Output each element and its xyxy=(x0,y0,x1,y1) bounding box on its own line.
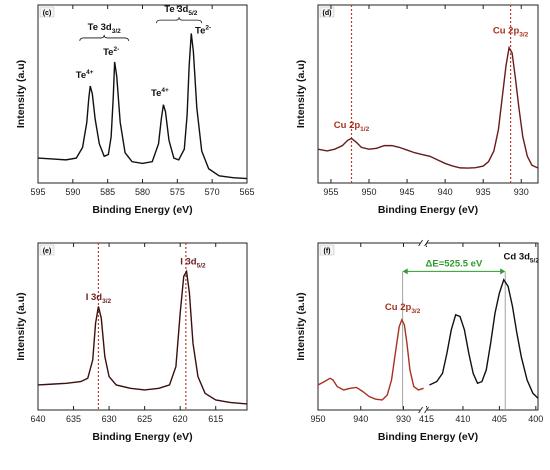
x-tick-label: 620 xyxy=(173,414,188,424)
arrow-head xyxy=(500,268,506,275)
annotation: I 3d5/2 xyxy=(180,257,206,270)
x-tick-label: 940 xyxy=(438,187,453,197)
x-tick-label: 565 xyxy=(239,187,254,197)
plot-frame xyxy=(317,242,539,411)
x-tick-label: 935 xyxy=(476,187,491,197)
arrow-head xyxy=(402,268,408,275)
x-tick-label: 930 xyxy=(396,414,411,424)
annotation: Te4+ xyxy=(76,69,94,81)
annotation-text: Te xyxy=(103,47,113,58)
panel-label-box xyxy=(319,6,335,18)
panel-label-box xyxy=(39,6,55,18)
plot-frame xyxy=(37,242,248,411)
annotation: Te 3d3/2 xyxy=(88,22,122,35)
annotation-text: Te 3d xyxy=(88,22,112,33)
annotation-text: Te 3d xyxy=(164,4,188,15)
x-tick-label: 930 xyxy=(514,187,529,197)
annotation-text: Cu 2p xyxy=(493,25,520,36)
x-axis-label: Binding Energy (eV) xyxy=(378,431,478,443)
plot-frame xyxy=(37,4,248,184)
annotation: I 3d3/2 xyxy=(86,292,112,305)
x-tick-label: 950 xyxy=(361,187,376,197)
annotation-sub: 1/2 xyxy=(360,126,369,133)
annotation: Te 3d5/2 xyxy=(164,4,198,17)
annotation: Te2- xyxy=(103,46,119,58)
annotation-text: Cu 2p xyxy=(334,120,361,131)
x-tick-label: 630 xyxy=(102,414,117,424)
annotation-text: Te xyxy=(151,88,161,99)
annotation: Te4+ xyxy=(151,87,169,99)
axis-break-gap xyxy=(420,240,427,246)
annotation-sub: 3/2 xyxy=(519,31,528,38)
x-tick-label: 945 xyxy=(400,187,415,197)
annotation-sup: 4+ xyxy=(161,87,169,94)
annotation-text: Cu 2p xyxy=(385,302,412,313)
annotation-sup: 2- xyxy=(113,46,119,53)
x-tick-label: 580 xyxy=(135,187,150,197)
x-tick-label: 635 xyxy=(66,414,81,424)
annotation: Cd 3d5/2 xyxy=(504,252,540,265)
delta-label: ΔE=525.5 eV xyxy=(426,258,483,269)
spectrum-line xyxy=(37,269,248,405)
y-axis-label: Intensity (a.u) xyxy=(295,292,307,360)
annotation-text: I 3d xyxy=(180,257,197,268)
x-tick-label: 940 xyxy=(353,414,368,424)
annotation-sup: 2- xyxy=(205,24,211,31)
panel-label-box xyxy=(39,244,55,256)
annotation-text: Cd 3d xyxy=(504,252,531,263)
annotation: Cu 2p1/2 xyxy=(334,120,370,133)
axis-break xyxy=(418,406,429,414)
x-tick-label: 400 xyxy=(528,414,543,424)
annotation-sup: 4+ xyxy=(86,69,94,76)
annotation-sub: 5/2 xyxy=(197,263,206,270)
x-tick-label: 950 xyxy=(310,414,325,424)
x-tick-label: 415 xyxy=(419,414,434,424)
brace xyxy=(156,17,203,24)
spectrum-line xyxy=(317,45,539,169)
y-axis-label: Intensity (a.u) xyxy=(15,60,27,128)
y-axis-label: Intensity (a.u) xyxy=(295,60,307,128)
x-axis-label: Binding Energy (eV) xyxy=(92,431,192,443)
x-tick-label: 595 xyxy=(30,187,45,197)
annotation-sub: 3/2 xyxy=(411,308,420,315)
x-tick-label: 590 xyxy=(65,187,80,197)
annotation-sub: 3/2 xyxy=(102,298,111,305)
panel-label: (f) xyxy=(324,248,331,255)
spectrum-line xyxy=(317,318,424,401)
annotation-sub: 3/2 xyxy=(112,28,121,35)
y-axis-label: Intensity (a.u) xyxy=(15,292,27,360)
x-tick-label: 575 xyxy=(170,187,185,197)
x-tick-label: 640 xyxy=(30,414,45,424)
x-axis-label: Binding Energy (eV) xyxy=(378,204,478,216)
spectrum-line xyxy=(429,278,539,399)
x-tick-label: 625 xyxy=(137,414,152,424)
annotation: Te2- xyxy=(195,24,211,36)
annotation-sub: 5/2 xyxy=(530,258,539,265)
x-tick-label: 585 xyxy=(100,187,115,197)
panel-label: (c) xyxy=(43,10,52,17)
annotation: Cu 2p3/2 xyxy=(493,25,529,38)
x-tick-label: 955 xyxy=(323,187,338,197)
annotation-text: Te xyxy=(76,70,86,81)
annotation: Cu 2p3/2 xyxy=(385,302,421,315)
x-tick-label: 615 xyxy=(208,414,223,424)
annotation-text: Te xyxy=(195,25,205,36)
annotation-sub: 5/2 xyxy=(188,10,197,17)
axis-break xyxy=(418,239,429,247)
axis-break-gap xyxy=(420,407,427,413)
x-tick-label: 410 xyxy=(455,414,470,424)
panel-label-box xyxy=(319,244,335,256)
panel-label: (e) xyxy=(43,248,52,255)
x-tick-label: 570 xyxy=(205,187,220,197)
panel-label: (d) xyxy=(323,10,332,17)
x-tick-label: 405 xyxy=(492,414,507,424)
brace xyxy=(79,34,129,41)
spectrum-line xyxy=(37,33,248,180)
x-axis-label: Binding Energy (eV) xyxy=(92,204,192,216)
plot-frame xyxy=(317,4,539,184)
annotation-text: I 3d xyxy=(86,292,103,303)
